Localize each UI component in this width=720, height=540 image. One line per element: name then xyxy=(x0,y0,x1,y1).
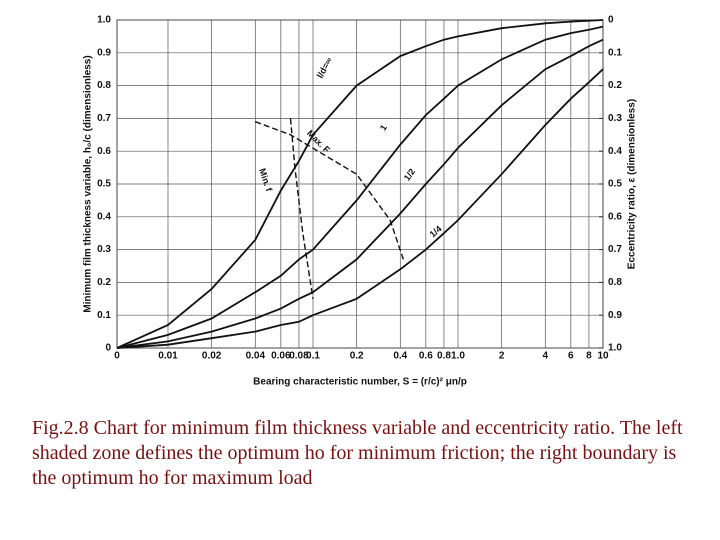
x-tick-label: 0.04 xyxy=(246,351,266,362)
y-tick-label: 0.5 xyxy=(97,179,111,190)
y2-tick-label: 0.5 xyxy=(608,179,622,190)
y2-tick-label: 0.3 xyxy=(608,113,622,124)
x-tick-label: 2 xyxy=(499,351,505,362)
series-label: 1/2 xyxy=(402,167,417,183)
x-tick-label: 0.08 xyxy=(289,351,309,362)
y2-tick-label: 0.8 xyxy=(608,277,622,288)
y-tick-label: 1.0 xyxy=(97,15,111,26)
y2-tick-label: 0.9 xyxy=(608,310,622,321)
y-tick-label: 0.2 xyxy=(97,277,111,288)
series-label: Min. f xyxy=(257,167,274,193)
y-tick-label: 0.1 xyxy=(97,310,111,321)
series-line xyxy=(289,118,314,299)
y2-axis-label: Eccentricity ratio, ε (dimensionless) xyxy=(627,99,638,269)
x-tick-label: 0.2 xyxy=(350,351,364,362)
series-line xyxy=(255,121,405,260)
y2-tick-label: 0.1 xyxy=(608,47,622,58)
x-tick-label: 0.06 xyxy=(271,351,291,362)
series-line xyxy=(116,25,604,349)
y-tick-label: 0.6 xyxy=(97,146,111,157)
x-tick-label: 6 xyxy=(568,351,574,362)
y-tick-label: 0.9 xyxy=(97,47,111,58)
y2-tick-label: 0.7 xyxy=(608,244,622,255)
x-tick-label: 0.1 xyxy=(306,351,320,362)
x-tick-label: 0.4 xyxy=(393,351,407,362)
x-tick-label: 8 xyxy=(586,351,592,362)
y-axis-label: Minimum film thickness variable, h₀/c (d… xyxy=(83,55,94,312)
x-tick-label: 10 xyxy=(597,351,609,362)
y2-tick-label: 0.4 xyxy=(608,146,622,157)
x-tick-label: 1.0 xyxy=(451,351,465,362)
series-label: l/d=∞ xyxy=(315,55,335,80)
x-tick-label: 0.01 xyxy=(158,351,178,362)
x-tick-label: 0.8 xyxy=(437,351,451,362)
x-tick-label: 0.6 xyxy=(419,351,433,362)
y-tick-label: 0.3 xyxy=(97,244,111,255)
y2-tick-label: 1.0 xyxy=(608,343,622,354)
y-tick-label: 0.7 xyxy=(97,113,111,124)
chart: Minimum film thickness variable, h₀/c (d… xyxy=(83,15,638,388)
x-tick-label: 4 xyxy=(543,351,549,362)
y-tick-label: 0.4 xyxy=(97,211,111,222)
x-tick-label: 0.02 xyxy=(202,351,222,362)
y2-tick-label: 0.6 xyxy=(608,211,622,222)
x-tick-label: 0 xyxy=(114,351,120,362)
series-line xyxy=(116,68,604,349)
series-line xyxy=(116,38,604,349)
y2-tick-label: 0.2 xyxy=(608,80,622,91)
y-tick-label: 0 xyxy=(105,343,111,354)
caption: Fig.2.8 Chart for minimum film thickness… xyxy=(32,417,683,489)
series-label: 1 xyxy=(378,123,389,133)
y-tick-label: 0.8 xyxy=(97,80,111,91)
series-label: 1/4 xyxy=(428,224,444,240)
series-line xyxy=(116,19,604,349)
y2-tick-label: 0 xyxy=(608,15,614,26)
x-axis-label: Bearing characteristic number, S = (r/c)… xyxy=(253,377,467,388)
